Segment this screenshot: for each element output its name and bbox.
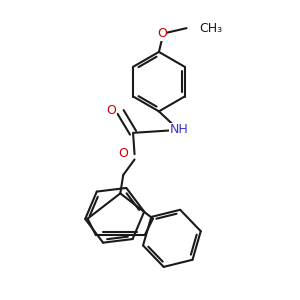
Text: CH₃: CH₃ bbox=[199, 22, 222, 34]
Text: O: O bbox=[157, 27, 167, 40]
Text: O: O bbox=[118, 147, 128, 160]
Text: NH: NH bbox=[170, 123, 188, 136]
Text: O: O bbox=[106, 104, 116, 117]
